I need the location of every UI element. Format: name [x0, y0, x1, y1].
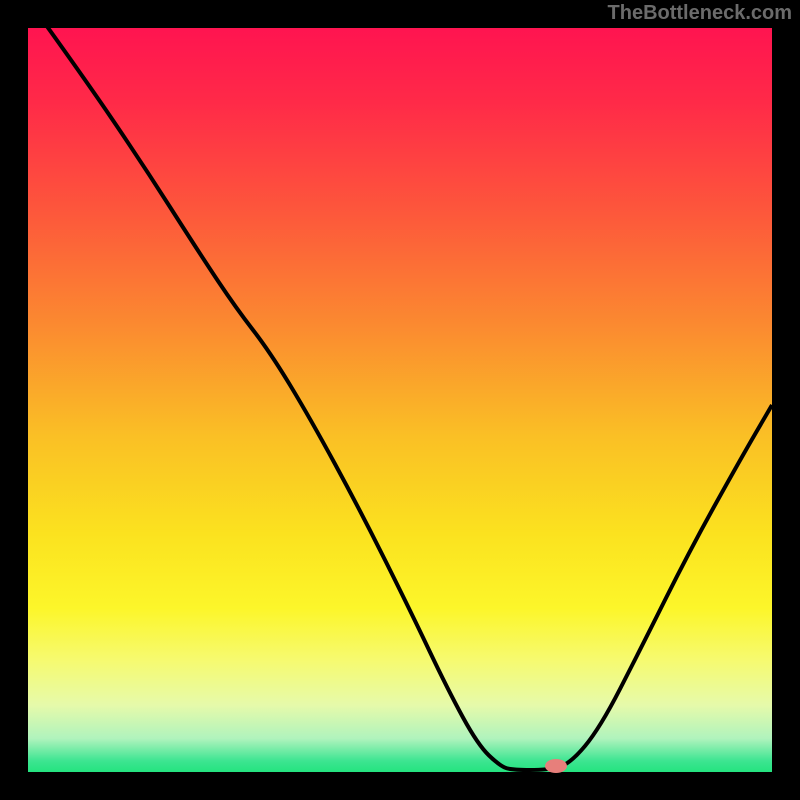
watermark-text: TheBottleneck.com [608, 2, 792, 25]
bottleneck-chart [0, 0, 800, 800]
optimal-marker [545, 759, 567, 773]
plot-background [28, 28, 772, 772]
chart-container: TheBottleneck.com [0, 0, 800, 800]
